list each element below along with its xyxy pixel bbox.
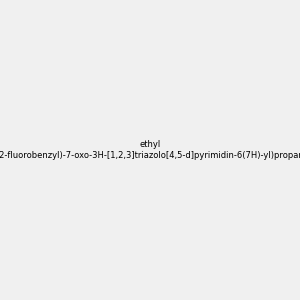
Text: ethyl 2-(3-(2-fluorobenzyl)-7-oxo-3H-[1,2,3]triazolo[4,5-d]pyrimidin-6(7H)-yl)pr: ethyl 2-(3-(2-fluorobenzyl)-7-oxo-3H-[1,… <box>0 140 300 160</box>
